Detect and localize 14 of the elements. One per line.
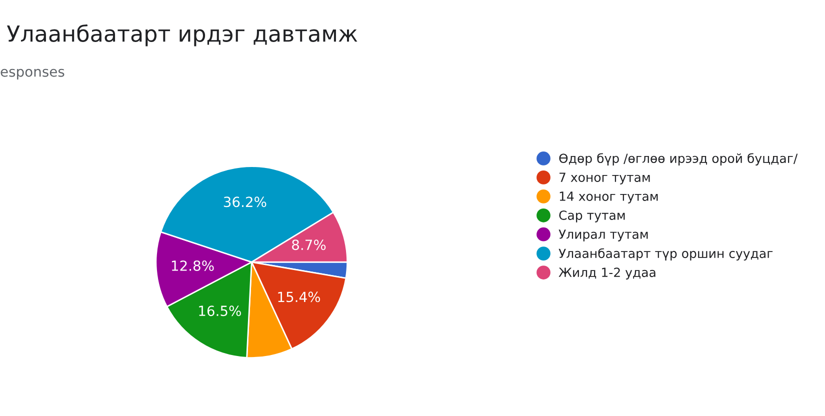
- data-label: 36.2%: [224, 196, 266, 208]
- legend-label: Сар тутам: [559, 210, 625, 222]
- legend-label: 14 хоног тутам: [560, 192, 658, 204]
- legend-label: Улирал тутам: [558, 230, 648, 242]
- legend-label: Улаанбаатарт түр оршин суудаг: [558, 248, 773, 261]
- data-label: 12.8%: [172, 260, 214, 271]
- legend-label: 7 хоног тутам: [560, 172, 650, 184]
- data-label: 8.7%: [292, 240, 326, 250]
- data-label: 15.4%: [278, 292, 320, 302]
- legend-label: Өдөр бүр /өглөө ирээд орой буцдаг/: [559, 153, 798, 166]
- data-label: 16.5%: [199, 306, 241, 316]
- text: esponses: [0, 68, 64, 80]
- legend-label: Жилд 1-2 удаа: [558, 268, 656, 280]
- chart-title: Улаанбаатарт ирдэг давтамж: [6, 24, 358, 46]
